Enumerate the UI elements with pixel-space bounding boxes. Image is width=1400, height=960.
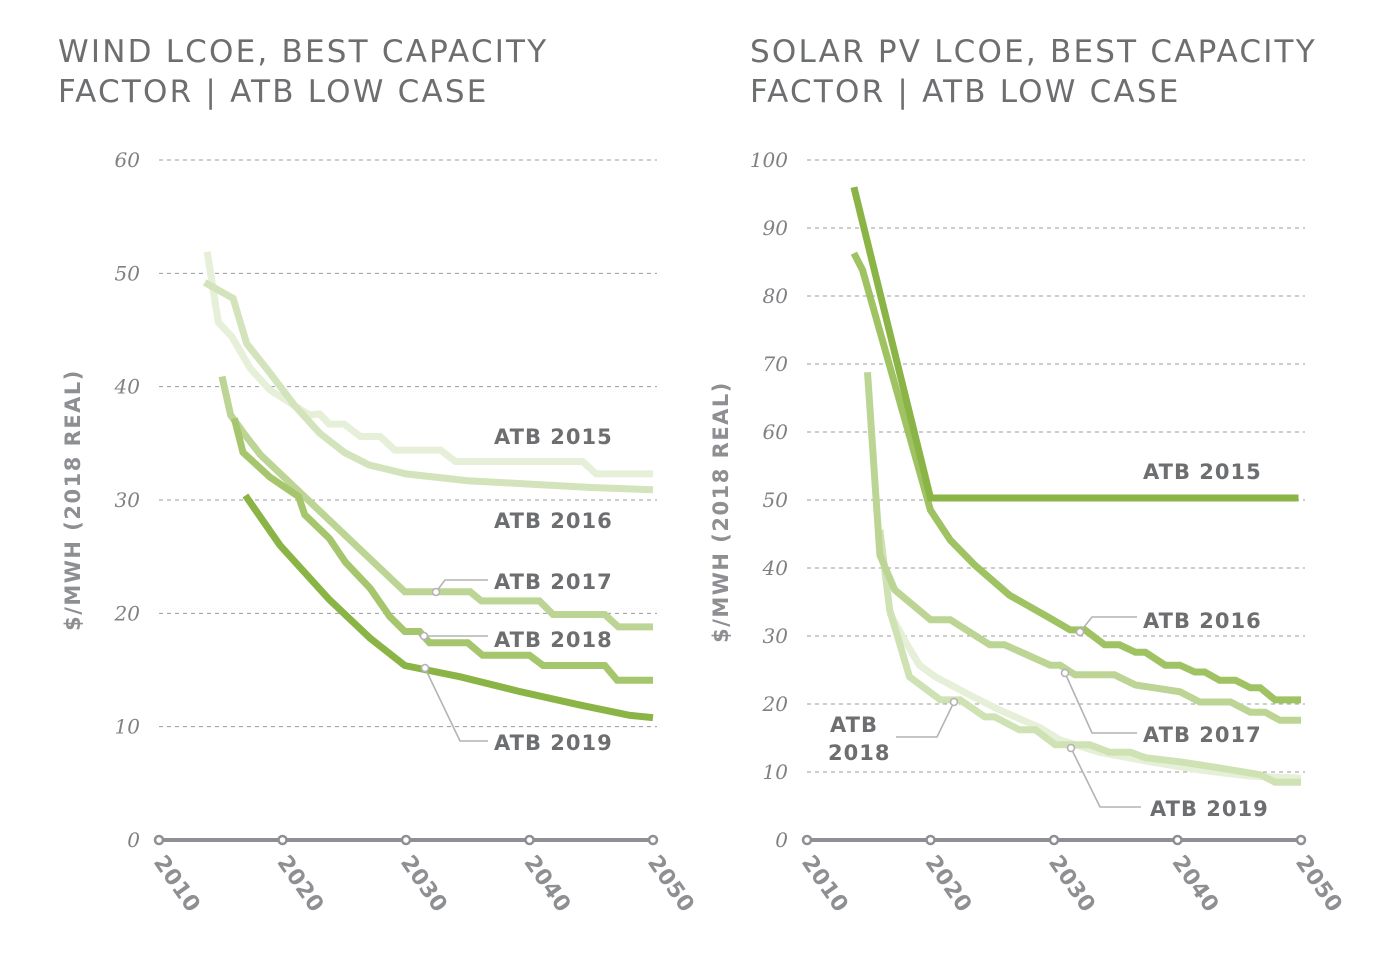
x-tick-label: 2030 [395, 851, 452, 917]
leader-anchor-dot [1075, 627, 1085, 637]
y-tick-label: 40 [114, 375, 141, 399]
series-annotation-label: ATB 2016 [1143, 609, 1262, 633]
series-annotation-label: ATB 2017 [494, 570, 613, 594]
x-tick-label: 2050 [642, 851, 699, 917]
leader-line [435, 579, 488, 593]
x-tick-marker [400, 834, 412, 846]
leader-line [1079, 616, 1137, 633]
y-tick-label: 20 [114, 601, 141, 625]
x-tick-label: 2020 [272, 851, 329, 917]
series-annotation-label: ATB 2017 [1143, 723, 1262, 747]
leader-anchor-dot [1066, 743, 1076, 753]
y-axis-label: $/MWH (2018 REAL) [61, 369, 85, 631]
series-line-atb-2017 [864, 371, 1301, 724]
x-tick-marker [277, 834, 288, 846]
wind-chart-title: WIND LCOE, BEST CAPACITY FACTOR | ATB LO… [58, 34, 549, 110]
leader-anchor-dot [949, 697, 959, 707]
y-tick-label: 40 [762, 556, 789, 580]
y-tick-label: 10 [115, 715, 141, 739]
x-tick-marker [1172, 834, 1183, 846]
x-tick-marker [153, 834, 165, 846]
y-tick-label: 20 [762, 692, 789, 716]
x-tick-marker [925, 834, 936, 846]
series-line-atb-2019 [242, 493, 654, 722]
series-annotation-label: ATB 2016 [494, 509, 613, 533]
leader-anchor-dot [419, 631, 429, 641]
x-tick-label: 2030 [1043, 851, 1100, 917]
x-tick-marker [1295, 834, 1307, 846]
series-line-atb-2018 [876, 529, 1301, 786]
series-annotation-label: ATB [830, 713, 878, 737]
y-tick-label: 0 [775, 828, 788, 852]
series-line-atb-2016 [850, 251, 1301, 704]
series-line-atb-2015 [850, 186, 1299, 502]
series-annotation-label: ATB 2015 [1143, 460, 1262, 484]
y-tick-label: 50 [763, 488, 789, 512]
y-tick-label: 60 [763, 420, 789, 444]
series-annotation-label: ATB 2015 [494, 425, 613, 449]
x-tick-marker [647, 834, 659, 846]
x-tick-label: 2040 [1167, 851, 1224, 917]
y-tick-label: 30 [763, 624, 789, 648]
series-annotation-label: 2018 [828, 741, 890, 765]
y-tick-label: 30 [115, 488, 141, 512]
y-tick-label: 80 [763, 284, 789, 308]
x-tick-label: 2020 [920, 851, 977, 917]
y-axis-label: $/MWH (2018 REAL) [709, 381, 733, 643]
leader-anchor-dot [431, 587, 441, 597]
x-tick-label: 2040 [519, 851, 576, 917]
x-tick-label: 2010 [796, 851, 853, 917]
solar-chart-title: SOLAR PV LCOE, BEST CAPACITY FACTOR | AT… [750, 34, 1317, 110]
x-tick-label: 2050 [1290, 851, 1347, 917]
y-tick-label: 100 [750, 148, 788, 172]
x-tick-marker [524, 834, 535, 846]
series-line-atb-2019 [886, 611, 1302, 782]
leader-line [1070, 747, 1141, 808]
y-tick-label: 90 [763, 216, 789, 240]
x-tick-marker [801, 834, 813, 846]
x-tick-marker [1048, 834, 1060, 846]
x-tick-label: 2010 [148, 851, 205, 917]
leader-anchor-dot [1060, 668, 1070, 678]
series-line-atb-2016 [202, 279, 654, 494]
series-line-atb-2015 [203, 251, 653, 478]
leader-line [1064, 672, 1137, 734]
series-line-atb-2018 [230, 417, 653, 684]
series-annotation-label: ATB 2018 [494, 628, 613, 652]
y-tick-label: 50 [115, 261, 141, 285]
leader-anchor-dot [420, 663, 430, 673]
series-annotation-label: ATB 2019 [494, 731, 613, 755]
leader-line [896, 701, 955, 738]
series-annotation-label: ATB 2019 [1150, 797, 1269, 821]
leader-line [424, 667, 488, 742]
y-tick-label: 60 [115, 148, 141, 172]
y-tick-label: 70 [763, 352, 789, 376]
series-line-atb-2017 [218, 375, 653, 631]
y-tick-label: 10 [763, 760, 789, 784]
y-tick-label: 0 [127, 828, 140, 852]
